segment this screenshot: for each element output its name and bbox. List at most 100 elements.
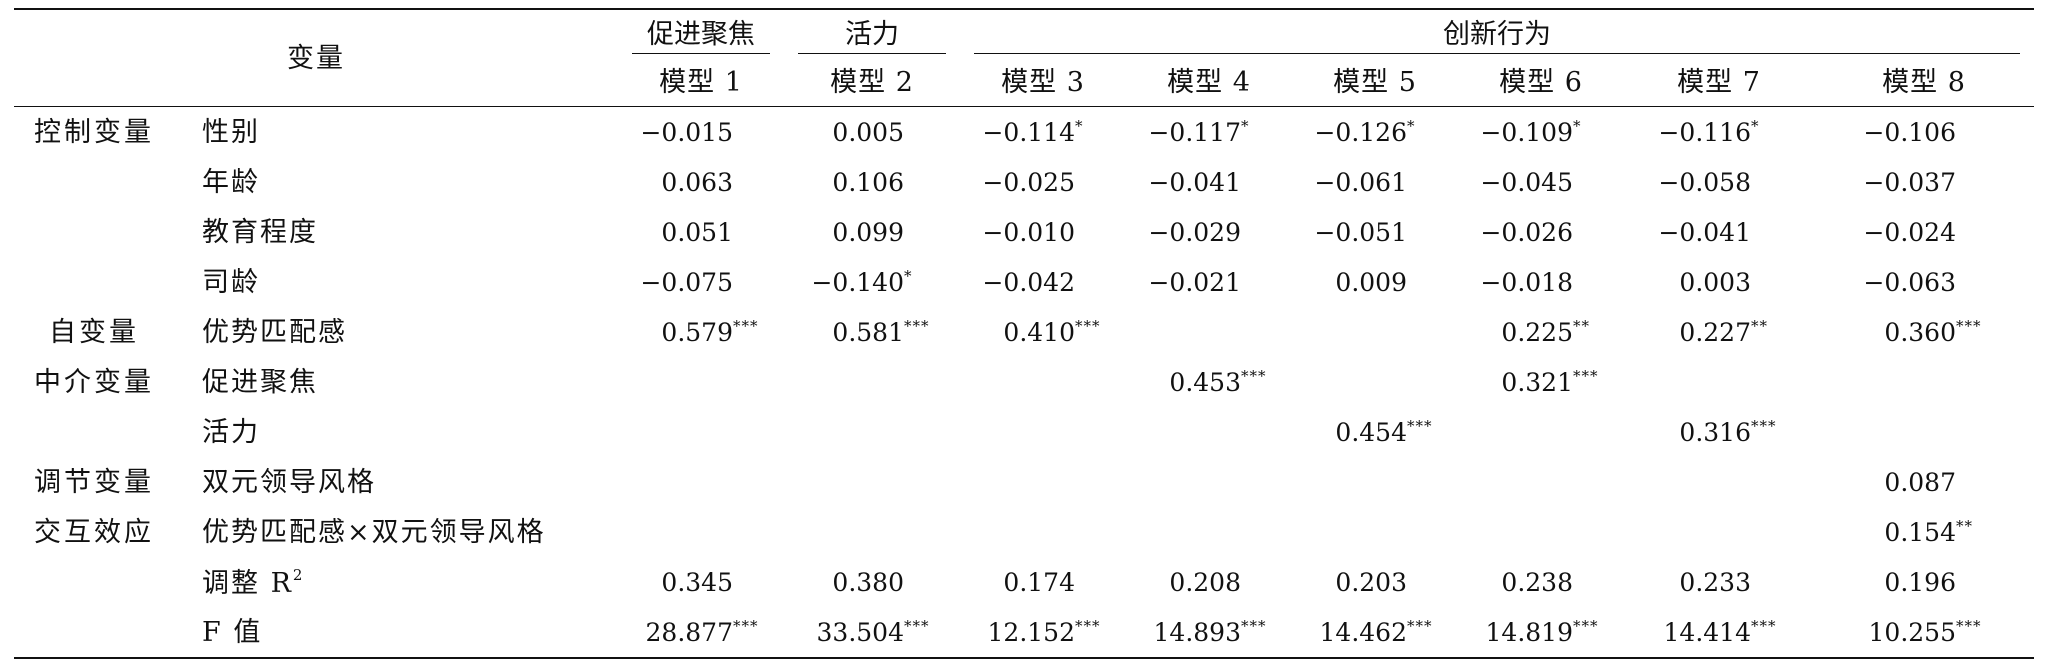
cell-model-3	[960, 507, 1126, 557]
cell-model-4: −0.041	[1126, 157, 1292, 207]
cell-model-8: −0.024	[1814, 207, 2034, 257]
variable-text: 调整 R	[202, 567, 293, 599]
cell-model-2	[784, 357, 960, 407]
significance-stars: ***	[1407, 617, 1433, 635]
cell-model-5: −0.126*	[1292, 107, 1458, 158]
row-group-label	[14, 157, 174, 207]
table-body: 控制变量 性别 −0.015 0.005 −0.114* −0.117* −0.126* −0…	[14, 107, 2034, 659]
header-model-2: 模型 2	[784, 58, 960, 107]
cell-model-7: 0.316***	[1624, 407, 1814, 457]
variable-text: 双元领导风格	[202, 466, 376, 498]
cell-model-4	[1126, 307, 1292, 357]
cell-model-1: 0.051	[618, 207, 784, 257]
header-group-label: 创新行为	[1443, 18, 1551, 50]
coefficient-value: −0.042	[982, 267, 1075, 297]
coefficient-value: 0.233	[1679, 567, 1751, 597]
coefficient-value: 0.099	[832, 217, 904, 247]
header-model-5: 模型 5	[1292, 58, 1458, 107]
cell-model-4: −0.021	[1126, 257, 1292, 307]
cell-model-1: 0.063	[618, 157, 784, 207]
cell-model-2	[784, 407, 960, 457]
coefficient-value: 0.106	[832, 167, 904, 197]
cell-model-8: 0.196	[1814, 557, 2034, 607]
significance-stars: ***	[1241, 367, 1267, 385]
cell-model-2: 0.581***	[784, 307, 960, 357]
coefficient-value: −0.061	[1314, 167, 1407, 197]
significance-stars: *	[1751, 117, 1760, 135]
row-variable-label: 促进聚焦	[174, 357, 618, 407]
cell-model-7: 14.414***	[1624, 607, 1814, 659]
cell-model-1: −0.075	[618, 257, 784, 307]
header-group-vitality: 活力	[784, 8, 960, 58]
significance-stars: **	[1751, 317, 1768, 335]
row-variable-label: 性别	[174, 107, 618, 158]
cell-model-4: 0.453***	[1126, 357, 1292, 407]
cell-model-4: 14.893***	[1126, 607, 1292, 659]
coefficient-value: 0.003	[1679, 267, 1751, 297]
coefficient-value: 0.225	[1501, 318, 1573, 347]
coefficient-value: −0.015	[640, 117, 733, 147]
cell-model-5: 0.203	[1292, 557, 1458, 607]
header-variable: 变量	[14, 8, 618, 107]
cell-model-3: 0.174	[960, 557, 1126, 607]
row-variable-label: 司龄	[174, 257, 618, 307]
variable-text: 教育程度	[202, 216, 318, 248]
variable-text: 司龄	[202, 266, 260, 298]
row-group-label	[14, 207, 174, 257]
cell-model-1	[618, 507, 784, 557]
row-group-label: 中介变量	[34, 366, 154, 398]
coefficient-value: −0.114	[982, 118, 1075, 147]
significance-stars: ***	[1751, 617, 1777, 635]
cell-model-2: 33.504***	[784, 607, 960, 659]
coefficient-value: 10.255	[1868, 618, 1956, 647]
row-group-label: 调节变量	[34, 466, 154, 498]
cell-model-7	[1624, 457, 1814, 507]
cell-model-4	[1126, 507, 1292, 557]
cell-model-2: 0.005	[784, 107, 960, 158]
header-group-label: 活力	[845, 18, 899, 50]
cell-model-2: 0.099	[784, 207, 960, 257]
coefficient-value: −0.109	[1480, 118, 1573, 147]
significance-stars: ***	[1075, 617, 1101, 635]
row-variable-label: 优势匹配感×双元领导风格	[174, 507, 618, 557]
coefficient-value: 0.579	[661, 318, 733, 347]
coefficient-value: 0.581	[832, 318, 904, 347]
coefficient-value: −0.106	[1863, 117, 1956, 147]
significance-stars: ***	[904, 617, 930, 635]
row-group-label	[14, 557, 174, 607]
cell-model-4	[1126, 457, 1292, 507]
row-variable-label: 年龄	[174, 157, 618, 207]
row-group-label: 控制变量	[34, 116, 154, 148]
coefficient-value: 0.208	[1169, 567, 1241, 597]
cell-model-6: 0.225**	[1458, 307, 1624, 357]
coefficient-value: 0.238	[1501, 567, 1573, 597]
coefficient-value: −0.041	[1658, 217, 1751, 247]
coefficient-value: 14.893	[1153, 618, 1241, 647]
header-model-1: 模型 1	[618, 58, 784, 107]
table-row: 调整 R2 0.345 0.380 0.174 0.208 0.203 0.238 0.233…	[14, 557, 2034, 607]
cell-model-3: −0.042	[960, 257, 1126, 307]
cell-model-8: 0.360***	[1814, 307, 2034, 357]
significance-stars: *	[1573, 117, 1582, 135]
header-group-label: 促进聚焦	[647, 18, 755, 50]
header-group-innovation: 创新行为	[960, 8, 2034, 58]
variable-text: F 值	[202, 616, 263, 648]
cell-model-7: −0.058	[1624, 157, 1814, 207]
significance-stars: ***	[733, 617, 759, 635]
variable-text: 年龄	[202, 166, 260, 198]
cell-model-3	[960, 407, 1126, 457]
coefficient-value: −0.026	[1480, 217, 1573, 247]
row-variable-label: 双元领导风格	[174, 457, 618, 507]
cell-model-2: −0.140*	[784, 257, 960, 307]
cell-model-1: −0.015	[618, 107, 784, 158]
variable-text: 优势匹配感	[202, 316, 347, 348]
variable-text: 优势匹配感×双元领导风格	[202, 516, 546, 548]
cell-model-5: −0.051	[1292, 207, 1458, 257]
coefficient-value: 0.174	[1003, 567, 1075, 597]
cell-model-6: −0.045	[1458, 157, 1624, 207]
cell-model-6: −0.018	[1458, 257, 1624, 307]
header-group-promotion-focus: 促进聚焦	[618, 8, 784, 58]
cell-model-5	[1292, 307, 1458, 357]
coefficient-value: 28.877	[645, 618, 733, 647]
coefficient-value: 0.410	[1003, 318, 1075, 347]
